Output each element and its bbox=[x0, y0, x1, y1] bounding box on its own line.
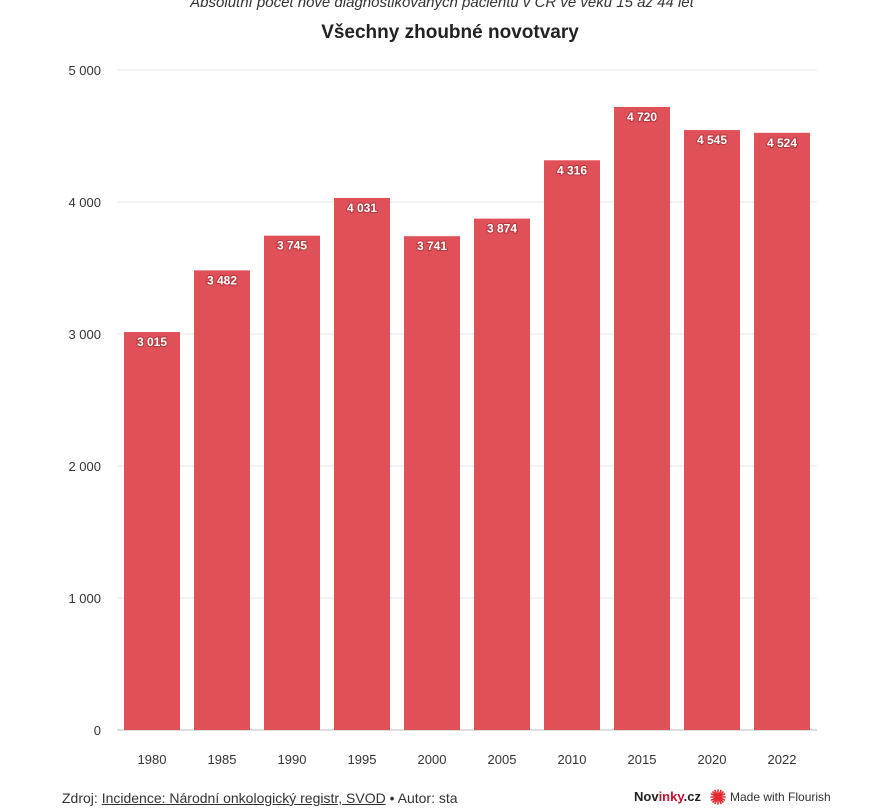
y-tick-label: 4 000 bbox=[68, 195, 101, 210]
chart-subtitle: Absolutní počet nově diagnostikovaných p… bbox=[190, 0, 694, 11]
x-tick-label: 1995 bbox=[348, 752, 377, 767]
brand-accent: inky bbox=[658, 789, 684, 804]
flourish-logo-icon bbox=[710, 789, 726, 805]
x-tick-label: 2010 bbox=[558, 752, 587, 767]
data-label: 3 745 bbox=[277, 239, 307, 253]
data-label: 3 741 bbox=[417, 239, 447, 253]
source-link[interactable]: Incidence: Národní onkologický registr, … bbox=[101, 790, 386, 806]
y-tick-label: 0 bbox=[94, 723, 101, 738]
data-label: 4 720 bbox=[627, 110, 657, 124]
bar-chart: 0 1 000 2 000 3 000 4 000 5 000 3 015 1980 3 482… bbox=[68, 63, 817, 767]
x-tick-label: 2005 bbox=[488, 752, 517, 767]
chart-title: Všechny zhoubné novotvary bbox=[321, 22, 579, 43]
x-tick-label: 2022 bbox=[768, 752, 797, 767]
bar bbox=[264, 235, 320, 730]
y-tick-label: 5 000 bbox=[68, 63, 101, 78]
data-label: 3 874 bbox=[487, 222, 517, 236]
y-tick-label: 1 000 bbox=[68, 591, 101, 606]
bar bbox=[334, 197, 390, 730]
bar bbox=[684, 130, 740, 730]
x-tick-label: 1990 bbox=[278, 752, 307, 767]
bar bbox=[194, 270, 250, 730]
bar bbox=[124, 332, 180, 730]
data-label: 4 316 bbox=[557, 163, 587, 177]
data-label: 3 015 bbox=[137, 335, 167, 349]
y-tick-label: 3 000 bbox=[68, 327, 101, 342]
x-tick-label: 1985 bbox=[208, 752, 237, 767]
data-label: 3 482 bbox=[207, 273, 237, 287]
brand-suffix: .cz bbox=[683, 789, 701, 804]
bar bbox=[474, 218, 530, 730]
author-text: • Autor: sta bbox=[385, 790, 458, 806]
data-label: 4 031 bbox=[347, 201, 377, 215]
x-tick-label: 2000 bbox=[418, 752, 447, 767]
x-tick-label: 2020 bbox=[698, 752, 727, 767]
brand-part: Nov bbox=[634, 789, 659, 804]
data-label: 4 545 bbox=[697, 133, 727, 147]
source-prefix: Zdroj: bbox=[62, 790, 102, 806]
data-label: 4 524 bbox=[767, 136, 797, 150]
made-with-flourish[interactable]: Made with Flourish bbox=[710, 789, 831, 805]
bar bbox=[544, 160, 600, 731]
bar bbox=[614, 106, 670, 730]
x-tick-label: 1980 bbox=[138, 752, 167, 767]
bar bbox=[754, 132, 810, 730]
source-footer: Zdroj: Incidence: Národní onkologický re… bbox=[62, 790, 458, 806]
flourish-label: Made with Flourish bbox=[730, 790, 831, 804]
y-tick-label: 2 000 bbox=[68, 459, 101, 474]
x-tick-label: 2015 bbox=[628, 752, 657, 767]
bar bbox=[404, 236, 460, 731]
novinky-logo[interactable]: Novinky.cz bbox=[634, 789, 701, 804]
